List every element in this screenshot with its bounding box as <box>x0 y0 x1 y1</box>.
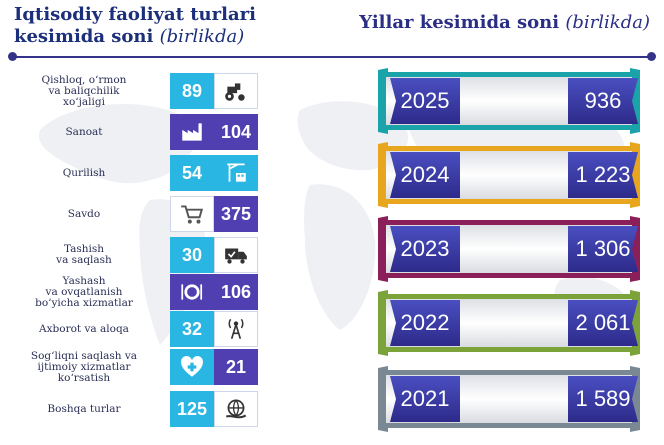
activity-value: 32 <box>170 311 214 347</box>
header-divider <box>12 56 653 58</box>
right-title-unit: (birlikda) <box>565 12 650 33</box>
activity-label-line: Sog‘liqni saqlash va <box>30 349 138 362</box>
year-band: 2025 936 <box>376 68 642 134</box>
activity-value: 21 <box>214 349 258 385</box>
activity-row: Savdo 375 <box>0 196 272 232</box>
crane-building-icon <box>214 155 258 191</box>
factory-icon <box>170 114 214 150</box>
activity-label: Qurilish <box>4 155 164 191</box>
shopping-cart-icon <box>170 196 214 232</box>
ribbon-shape <box>378 290 640 356</box>
activity-label-line: Qishloq, o‘rmon <box>41 73 127 86</box>
activity-label: Tashish va saqlash <box>4 237 164 273</box>
antenna-tower-icon <box>214 311 258 347</box>
activity-label-line: Savdo <box>67 207 101 220</box>
year-label: 2023 <box>400 236 450 261</box>
activity-label-line: Axborot va aloqa <box>39 322 129 335</box>
year-band: 2021 1 589 <box>376 366 642 432</box>
activity-label: Sanoat <box>4 114 164 150</box>
activity-label-line: va saqlash <box>56 254 112 266</box>
activity-label-line: Boshqa turlar <box>47 402 121 415</box>
activity-value: 104 <box>214 114 258 150</box>
activity-label: Yashash va ovqatlanish bo‘yicha xizmatlar <box>4 274 164 310</box>
year-label: 2022 <box>400 310 450 335</box>
activity-row: Sanoat 104 <box>0 114 272 150</box>
divider-dot-left <box>8 52 17 61</box>
activity-row: Tashish va saqlash 30 <box>0 237 272 273</box>
year-count-value: 1 223 <box>575 162 631 187</box>
divider-dot-right <box>647 52 656 61</box>
activity-value: 106 <box>214 274 258 310</box>
globe-hand-icon <box>214 391 258 427</box>
ribbon-shape <box>378 366 640 432</box>
activity-label-line: xo‘jaligi <box>63 95 105 108</box>
activity-label-line: ko‘rsatish <box>57 371 111 384</box>
activity-label: Boshqa turlar <box>4 391 164 427</box>
year-band: 2023 1 306 <box>376 216 642 282</box>
heart-cross-icon <box>170 349 214 385</box>
year-label: 2025 <box>400 88 450 113</box>
activity-row: Sog‘liqni saqlash va ijtimoiy xizmatlar ko… <box>0 349 272 385</box>
activity-row: Qishloq, o‘rmon va baliqchilik xo‘jaligi 89 <box>0 73 272 109</box>
delivery-truck-icon <box>214 237 258 273</box>
right-title-text: Yillar kesimida soni <box>359 12 560 33</box>
right-panel-title: Yillar kesimida soni (birlikda) <box>359 12 650 33</box>
year-count-value: 2 061 <box>575 310 631 335</box>
year-count-value: 1 306 <box>575 236 631 261</box>
left-title-line1: Iqtisodiy faoliyat turlari <box>14 4 256 25</box>
activity-label: Sog‘liqni saqlash va ijtimoiy xizmatlar ko… <box>4 349 164 385</box>
activity-value: 375 <box>214 196 258 232</box>
year-band: 2024 1 223 <box>376 142 642 208</box>
year-band: 2022 2 061 <box>376 290 642 356</box>
year-count-value: 1 589 <box>575 386 631 411</box>
activity-label-line: va baliqchilik <box>48 84 120 97</box>
activity-label-line: Tashish <box>63 243 105 255</box>
activity-row: Qurilish 54 <box>0 155 272 191</box>
activity-label-line: Yashash <box>62 274 106 287</box>
left-panel-title: Iqtisodiy faoliyat turlari kesimida soni… <box>14 4 264 48</box>
activity-value: 54 <box>170 155 214 191</box>
activity-label-line: Sanoat <box>65 125 103 138</box>
activity-label: Qishloq, o‘rmon va baliqchilik xo‘jaligi <box>4 73 164 109</box>
activity-value: 89 <box>170 73 214 109</box>
activity-label: Axborot va aloqa <box>4 311 164 347</box>
activity-label-line: bo‘yicha xizmatlar <box>35 296 133 309</box>
activity-label-line: Qurilish <box>62 166 106 179</box>
left-title-line2: kesimida soni <box>14 26 154 47</box>
activity-row: Boshqa turlar 125 <box>0 391 272 427</box>
ribbon-shape <box>378 216 640 282</box>
activity-row: Axborot va aloqa 32 <box>0 311 272 347</box>
activity-label-line: va ovqatlanish <box>45 285 123 298</box>
year-label: 2021 <box>400 386 450 411</box>
activity-value: 125 <box>170 391 214 427</box>
tractor-icon <box>214 73 258 109</box>
year-count-value: 936 <box>584 88 622 113</box>
year-label: 2024 <box>400 162 450 187</box>
ribbon-shape <box>378 142 640 208</box>
left-title-unit: (birlikda) <box>159 26 245 47</box>
activity-label-line: ijtimoiy xizmatlar <box>37 360 131 373</box>
plate-cutlery-icon <box>170 274 214 310</box>
activity-value: 30 <box>170 237 214 273</box>
activity-row: Yashash va ovqatlanish bo‘yicha xizmatlar 1… <box>0 274 272 310</box>
ribbon-shape <box>378 68 640 134</box>
activity-label: Savdo <box>4 196 164 232</box>
